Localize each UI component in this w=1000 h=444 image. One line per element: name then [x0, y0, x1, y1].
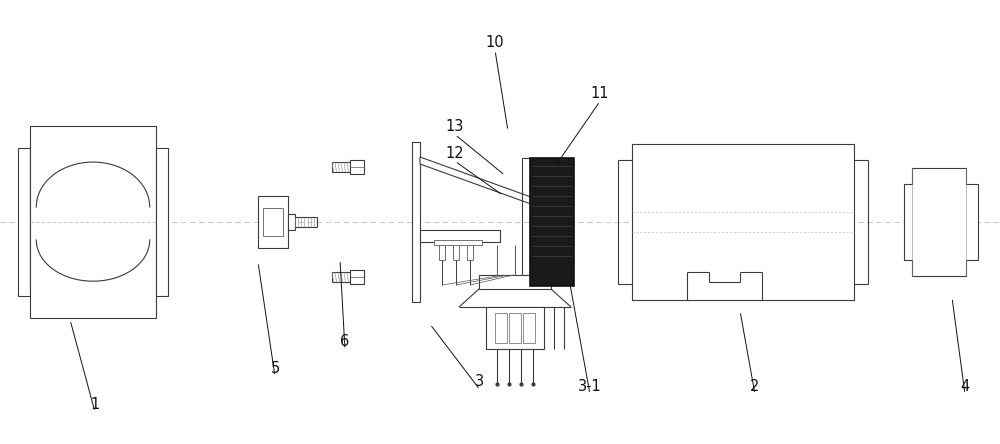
Bar	[420, 230, 500, 242]
Text: 5: 5	[270, 361, 280, 376]
Text: 11: 11	[591, 86, 609, 101]
Text: 3: 3	[475, 374, 485, 389]
Text: 6: 6	[340, 334, 350, 349]
Bar	[495, 313, 507, 343]
Bar	[486, 307, 544, 349]
Bar	[18, 148, 30, 296]
Bar	[156, 148, 168, 296]
Polygon shape	[420, 157, 542, 208]
Bar	[258, 196, 288, 248]
Bar	[412, 142, 420, 302]
Bar	[479, 275, 551, 289]
Text: 10: 10	[486, 35, 504, 50]
Bar	[632, 144, 854, 300]
Bar	[509, 313, 521, 343]
Bar	[350, 270, 364, 284]
Bar	[453, 242, 459, 260]
Bar	[30, 126, 156, 318]
Bar	[530, 158, 574, 286]
Bar	[523, 313, 535, 343]
Text: 13: 13	[446, 119, 464, 134]
Text: 12: 12	[446, 146, 464, 161]
Text: 3-1: 3-1	[578, 379, 602, 394]
Text: 4: 4	[960, 379, 970, 394]
Bar	[434, 240, 482, 245]
Bar	[439, 242, 445, 260]
Bar	[467, 242, 473, 260]
Text: 2: 2	[750, 379, 760, 394]
Text: 1: 1	[90, 396, 100, 412]
Bar	[288, 214, 295, 230]
Bar	[350, 160, 364, 174]
Polygon shape	[904, 168, 978, 276]
Bar	[263, 208, 283, 236]
